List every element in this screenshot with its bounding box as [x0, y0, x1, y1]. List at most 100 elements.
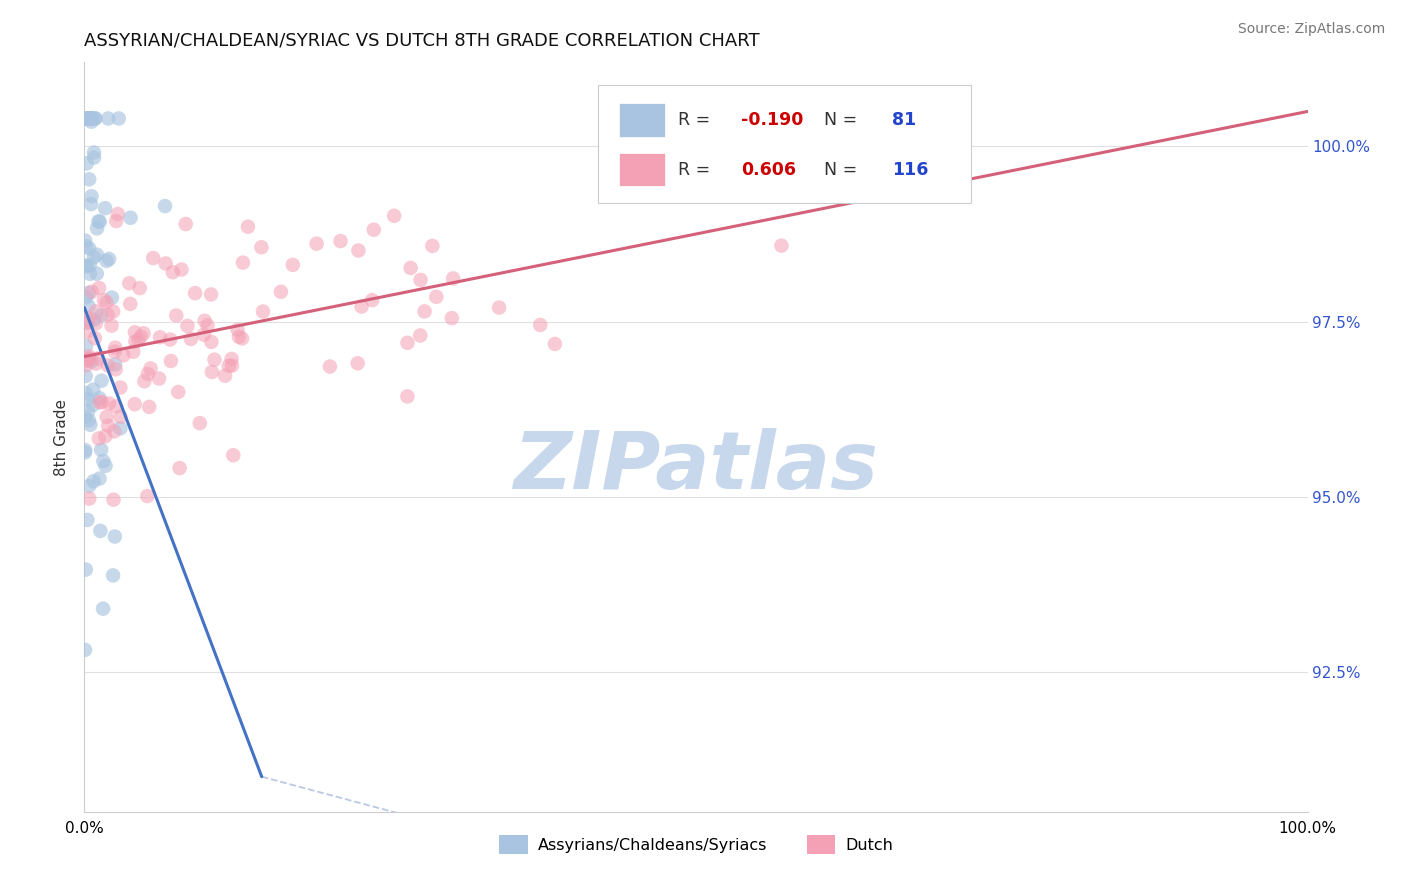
Point: [77, 405, 100, 419]
Point: [77, 299, 100, 313]
Point: [194, 314, 217, 328]
Point: [399, 260, 422, 275]
Point: [270, 285, 292, 299]
Point: [77, 311, 100, 326]
Point: [77, 352, 100, 367]
Point: [153, 199, 176, 213]
Point: [136, 489, 159, 503]
Point: [120, 297, 142, 311]
Point: [83, 151, 105, 165]
Point: [165, 309, 187, 323]
Point: [104, 362, 127, 376]
Point: [75, 112, 97, 126]
Point: [80, 197, 103, 211]
Point: [232, 255, 254, 269]
Point: [82, 383, 104, 397]
Text: -0.190: -0.190: [741, 112, 804, 129]
Point: [544, 337, 567, 351]
Point: [97, 112, 120, 126]
Point: [382, 209, 405, 223]
Point: [93, 293, 115, 307]
Point: [529, 318, 551, 332]
Point: [80, 112, 103, 126]
Point: [129, 329, 152, 343]
Point: [97, 359, 120, 373]
Point: [221, 351, 243, 366]
Point: [83, 145, 105, 160]
Point: [413, 304, 436, 318]
Point: [77, 351, 100, 366]
Point: [441, 271, 464, 285]
Point: [252, 304, 274, 318]
Point: [250, 240, 273, 254]
Point: [107, 112, 129, 126]
Point: [105, 214, 128, 228]
Point: [180, 332, 202, 346]
Point: [90, 308, 112, 322]
Point: [75, 239, 97, 253]
Point: [77, 491, 100, 506]
FancyBboxPatch shape: [598, 85, 972, 203]
Point: [104, 344, 127, 359]
Point: [94, 429, 117, 443]
Point: [77, 112, 100, 126]
Point: [101, 304, 124, 318]
Text: ASSYRIAN/CHALDEAN/SYRIAC VS DUTCH 8TH GRADE CORRELATION CHART: ASSYRIAN/CHALDEAN/SYRIAC VS DUTCH 8TH GR…: [84, 32, 761, 50]
Point: [77, 315, 100, 329]
Point: [204, 352, 226, 367]
Point: [87, 214, 110, 228]
Point: [122, 344, 145, 359]
Point: [124, 325, 146, 339]
Point: [77, 285, 100, 300]
Point: [75, 339, 97, 353]
Point: [107, 207, 129, 221]
Point: [82, 398, 104, 412]
Point: [89, 215, 111, 229]
Y-axis label: 8th Grade: 8th Grade: [53, 399, 69, 475]
Point: [91, 395, 114, 409]
Point: [361, 293, 384, 307]
Point: [73, 643, 96, 657]
Point: [96, 295, 118, 310]
Point: [197, 318, 219, 333]
Point: [75, 386, 97, 401]
Point: [214, 368, 236, 383]
Point: [75, 358, 97, 372]
Point: [76, 325, 98, 339]
Point: [363, 223, 385, 237]
Point: [104, 358, 127, 372]
Point: [87, 351, 110, 366]
Point: [77, 172, 100, 186]
Point: [77, 112, 100, 126]
Text: R =: R =: [678, 161, 716, 178]
Point: [149, 330, 172, 344]
Point: [96, 254, 118, 268]
Point: [169, 461, 191, 475]
Point: [77, 351, 100, 366]
Point: [89, 524, 111, 538]
Point: [110, 409, 132, 424]
Point: [82, 475, 104, 489]
Point: [112, 348, 135, 362]
Point: [162, 265, 184, 279]
Point: [222, 448, 245, 462]
Point: [75, 316, 97, 330]
Point: [75, 409, 97, 424]
Point: [396, 389, 419, 403]
Point: [79, 267, 101, 281]
Point: [104, 400, 127, 414]
Point: [77, 242, 100, 256]
Point: [193, 327, 215, 342]
Text: 0.606: 0.606: [741, 161, 796, 178]
Point: [90, 374, 112, 388]
Point: [97, 308, 120, 322]
Point: [89, 472, 111, 486]
Point: [77, 112, 100, 126]
Point: [76, 156, 98, 170]
Point: [86, 267, 108, 281]
Point: [792, 150, 814, 164]
Point: [80, 112, 103, 126]
Point: [110, 380, 132, 394]
Point: [83, 331, 105, 345]
Point: [138, 400, 160, 414]
